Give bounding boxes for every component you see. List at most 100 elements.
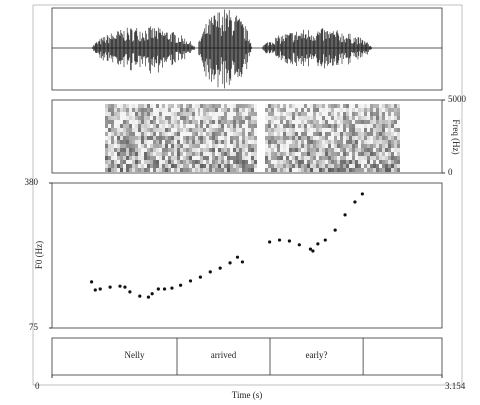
spec-cell — [150, 148, 153, 152]
spec-cell — [367, 108, 370, 112]
spec-cell — [355, 116, 358, 120]
spec-cell — [376, 116, 379, 120]
spec-cell — [156, 156, 159, 160]
spec-cell — [117, 156, 120, 160]
spec-cell — [295, 160, 298, 164]
spec-cell — [394, 116, 397, 120]
spec-cell — [298, 132, 301, 136]
spec-cell — [180, 120, 183, 124]
spec-cell — [373, 116, 376, 120]
spec-cell — [373, 108, 376, 112]
spec-cell — [307, 168, 310, 172]
spec-cell — [233, 120, 236, 124]
spec-cell — [224, 144, 227, 148]
spec-cell — [144, 168, 147, 172]
spec-cell — [352, 164, 355, 168]
spec-cell — [322, 108, 325, 112]
spec-cell — [183, 168, 186, 172]
spec-cell — [325, 168, 328, 172]
spec-cell — [364, 136, 367, 140]
spec-cell — [307, 160, 310, 164]
spec-cell — [224, 136, 227, 140]
spec-cell — [349, 132, 352, 136]
spec-cell — [370, 148, 373, 152]
spec-cell — [361, 136, 364, 140]
spec-cell — [328, 112, 331, 116]
spec-cell — [254, 108, 257, 112]
spec-cell — [242, 124, 245, 128]
spec-cell — [334, 124, 337, 128]
spec-cell — [120, 104, 123, 108]
spec-cell — [215, 144, 218, 148]
spec-cell — [379, 108, 382, 112]
spec-cell — [212, 156, 215, 160]
spec-cell — [239, 136, 242, 140]
spec-cell — [159, 164, 162, 168]
spec-cell — [331, 116, 334, 120]
spec-cell — [322, 120, 325, 124]
spec-cell — [358, 104, 361, 108]
spec-cell — [379, 168, 382, 172]
spec-cell — [298, 112, 301, 116]
spec-cell — [230, 144, 233, 148]
spec-cell — [331, 112, 334, 116]
spec-cell — [379, 128, 382, 132]
spec-cell — [331, 156, 334, 160]
spec-cell — [361, 128, 364, 132]
spec-cell — [382, 112, 385, 116]
spec-cell — [268, 152, 271, 156]
spec-cell — [108, 128, 111, 132]
spec-cell — [274, 168, 277, 172]
spec-cell — [203, 132, 206, 136]
spec-cell — [159, 116, 162, 120]
spec-cell — [295, 152, 298, 156]
spec-cell — [251, 104, 254, 108]
spec-cell — [135, 156, 138, 160]
spec-cell — [394, 152, 397, 156]
spec-cell — [397, 132, 400, 136]
spec-cell — [361, 148, 364, 152]
spec-cell — [352, 120, 355, 124]
spec-cell — [168, 132, 171, 136]
spec-cell — [200, 144, 203, 148]
spec-cell — [295, 132, 298, 136]
spec-cell — [168, 148, 171, 152]
spec-cell — [325, 108, 328, 112]
spec-cell — [370, 116, 373, 120]
spec-cell — [337, 164, 340, 168]
spec-cell — [340, 160, 343, 164]
spec-cell — [126, 140, 129, 144]
spec-cell — [203, 116, 206, 120]
spec-cell — [132, 132, 135, 136]
pitch-point — [277, 238, 282, 242]
x-axis-label: Time (s) — [232, 390, 262, 400]
spec-cell — [373, 104, 376, 108]
spec-cell — [227, 124, 230, 128]
pitch-point — [89, 280, 94, 284]
spec-cell — [189, 136, 192, 140]
spec-cell — [313, 120, 316, 124]
spec-cell — [292, 104, 295, 108]
spec-cell — [242, 128, 245, 132]
spec-cell — [337, 156, 340, 160]
pitch-point — [128, 290, 132, 294]
spec-cell — [206, 160, 209, 164]
spec-cell — [274, 112, 277, 116]
spec-cell — [367, 144, 370, 148]
spec-cell — [150, 136, 153, 140]
spec-cell — [150, 108, 153, 112]
spec-cell — [206, 156, 209, 160]
spec-cell — [236, 164, 239, 168]
spec-cell — [319, 140, 322, 144]
spec-cell — [186, 116, 189, 120]
spec-cell — [358, 168, 361, 172]
spec-cell — [192, 144, 195, 148]
spec-cell — [168, 108, 171, 112]
spec-cell — [147, 128, 150, 132]
spec-cell — [325, 104, 328, 108]
spec-cell — [298, 120, 301, 124]
spec-cell — [141, 120, 144, 124]
spec-cell — [117, 132, 120, 136]
spec-cell — [114, 112, 117, 116]
spec-cell — [108, 140, 111, 144]
